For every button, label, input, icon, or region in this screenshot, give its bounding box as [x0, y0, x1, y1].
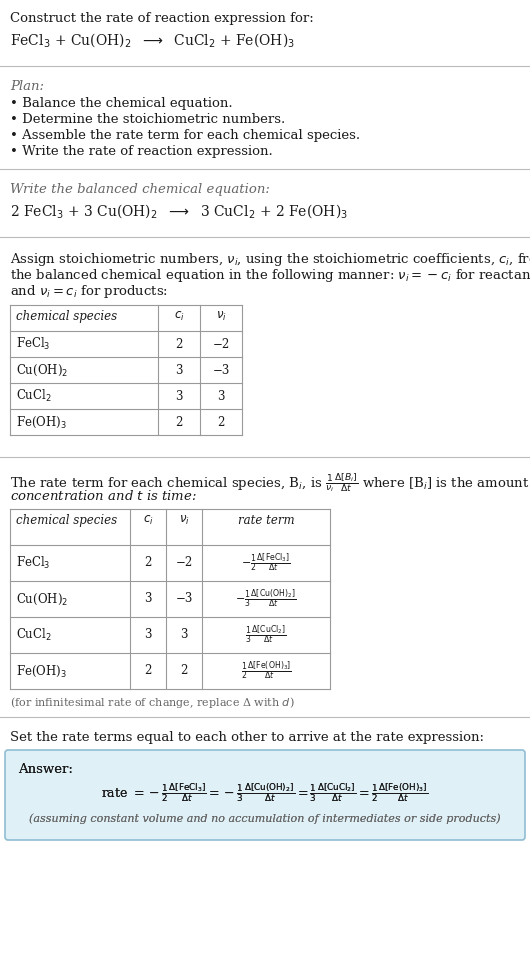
Text: $\nu_i$: $\nu_i$: [179, 514, 189, 527]
Text: CuCl$_2$: CuCl$_2$: [16, 627, 52, 643]
Text: (assuming constant volume and no accumulation of intermediates or side products): (assuming constant volume and no accumul…: [29, 813, 501, 823]
Text: Cu(OH)$_2$: Cu(OH)$_2$: [16, 363, 68, 377]
Text: • Write the rate of reaction expression.: • Write the rate of reaction expression.: [10, 145, 273, 158]
Text: chemical species: chemical species: [16, 514, 117, 527]
Text: Fe(OH)$_3$: Fe(OH)$_3$: [16, 663, 67, 678]
Text: rate term: rate term: [237, 514, 294, 527]
Text: −2: −2: [213, 337, 229, 351]
Text: chemical species: chemical species: [16, 310, 117, 323]
Text: FeCl$_3$ + Cu(OH)$_2$  $\longrightarrow$  CuCl$_2$ + Fe(OH)$_3$: FeCl$_3$ + Cu(OH)$_2$ $\longrightarrow$ …: [10, 31, 295, 49]
Text: $\frac{1}{2}\frac{\Delta[\mathrm{Fe(OH)_3}]}{\Delta t}$: $\frac{1}{2}\frac{\Delta[\mathrm{Fe(OH)_…: [241, 660, 292, 682]
Text: the balanced chemical equation in the following manner: $\nu_i = -c_i$ for react: the balanced chemical equation in the fo…: [10, 267, 530, 284]
Text: 2: 2: [217, 416, 225, 428]
Text: $-\frac{1}{3}\frac{\Delta[\mathrm{Cu(OH)_2}]}{\Delta t}$: $-\frac{1}{3}\frac{\Delta[\mathrm{Cu(OH)…: [235, 588, 297, 611]
Text: 3: 3: [175, 389, 183, 403]
Text: concentration and $t$ is time:: concentration and $t$ is time:: [10, 489, 197, 503]
Text: Plan:: Plan:: [10, 80, 44, 93]
Text: 2: 2: [144, 557, 152, 569]
Text: 2: 2: [175, 337, 183, 351]
Text: Fe(OH)$_3$: Fe(OH)$_3$: [16, 415, 67, 429]
Text: 2: 2: [175, 416, 183, 428]
Text: (for infinitesimal rate of change, replace Δ with $d$): (for infinitesimal rate of change, repla…: [10, 695, 295, 710]
Text: $c_i$: $c_i$: [174, 310, 184, 323]
Text: FeCl$_3$: FeCl$_3$: [16, 336, 50, 352]
Text: −3: −3: [175, 593, 193, 606]
Text: $\nu_i$: $\nu_i$: [216, 310, 226, 323]
Text: Answer:: Answer:: [18, 763, 73, 776]
Text: $\frac{1}{3}\frac{\Delta[\mathrm{CuCl_2}]}{\Delta t}$: $\frac{1}{3}\frac{\Delta[\mathrm{CuCl_2}…: [245, 623, 287, 647]
Text: 2 FeCl$_3$ + 3 Cu(OH)$_2$  $\longrightarrow$  3 CuCl$_2$ + 2 Fe(OH)$_3$: 2 FeCl$_3$ + 3 Cu(OH)$_2$ $\longrightarr…: [10, 202, 348, 220]
Text: Answer:: Answer:: [18, 763, 73, 776]
Text: $-\frac{1}{2}\frac{\Delta[\mathrm{FeCl_3}]}{\Delta t}$: $-\frac{1}{2}\frac{\Delta[\mathrm{FeCl_3…: [241, 552, 291, 574]
Text: Set the rate terms equal to each other to arrive at the rate expression:: Set the rate terms equal to each other t…: [10, 731, 484, 744]
Text: 2: 2: [144, 664, 152, 677]
Text: Assign stoichiometric numbers, $\nu_i$, using the stoichiometric coefficients, $: Assign stoichiometric numbers, $\nu_i$, …: [10, 251, 530, 268]
Text: −2: −2: [175, 557, 192, 569]
Text: 3: 3: [180, 628, 188, 642]
Text: FeCl$_3$: FeCl$_3$: [16, 555, 50, 571]
Text: $c_i$: $c_i$: [143, 514, 153, 527]
Text: 3: 3: [144, 593, 152, 606]
Text: and $\nu_i = c_i$ for products:: and $\nu_i = c_i$ for products:: [10, 283, 168, 300]
Text: rate $= -\frac{1}{2}\frac{\Delta[\mathrm{FeCl_3}]}{\Delta t} = -\frac{1}{3}\frac: rate $= -\frac{1}{2}\frac{\Delta[\mathrm…: [101, 782, 429, 805]
Text: 2: 2: [180, 664, 188, 677]
Text: • Determine the stoichiometric numbers.: • Determine the stoichiometric numbers.: [10, 113, 285, 126]
Text: Write the balanced chemical equation:: Write the balanced chemical equation:: [10, 183, 270, 196]
Text: • Assemble the rate term for each chemical species.: • Assemble the rate term for each chemic…: [10, 129, 360, 142]
Text: • Balance the chemical equation.: • Balance the chemical equation.: [10, 97, 233, 110]
Text: CuCl$_2$: CuCl$_2$: [16, 388, 52, 404]
Text: rate $= -\frac{1}{2}\frac{\Delta[\mathrm{FeCl_3}]}{\Delta t} = -\frac{1}{3}\frac: rate $= -\frac{1}{2}\frac{\Delta[\mathrm…: [101, 782, 429, 805]
FancyBboxPatch shape: [5, 750, 525, 840]
Text: 3: 3: [217, 389, 225, 403]
Text: Cu(OH)$_2$: Cu(OH)$_2$: [16, 591, 68, 607]
Text: −3: −3: [213, 364, 229, 376]
Text: 3: 3: [175, 364, 183, 376]
Text: 3: 3: [144, 628, 152, 642]
Text: (assuming constant volume and no accumulation of intermediates or side products): (assuming constant volume and no accumul…: [29, 813, 501, 823]
Text: Construct the rate of reaction expression for:: Construct the rate of reaction expressio…: [10, 12, 314, 25]
Text: The rate term for each chemical species, B$_i$, is $\frac{1}{\nu_i}\frac{\Delta[: The rate term for each chemical species,…: [10, 471, 529, 494]
